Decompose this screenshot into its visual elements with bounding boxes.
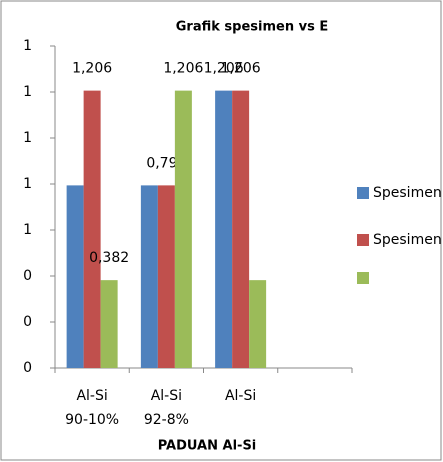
bar [232,90,250,369]
data-label: 0,382 [89,250,129,266]
bar [140,185,158,368]
y-tick-label: 1 [23,222,32,238]
y-tick-label: 1 [23,38,32,54]
legend-swatch [357,187,369,199]
legend-swatch [357,272,369,284]
data-label: 1,206 [72,61,112,77]
bar [174,90,192,369]
bar [157,185,175,368]
y-tick-label: 1 [23,176,32,192]
x-tick-label: Al-Si 92-8% [144,388,189,428]
y-tick-label: 0 [23,360,32,376]
legend-swatch [357,234,369,246]
chart-title: Grafik spesimen vs E [176,20,328,35]
bar [66,185,84,368]
x-tick-label: Al-Si 90-10% [65,388,119,428]
x-axis-title: PADUAN Al-Si [158,439,257,454]
legend-label: Spesimen 2 [373,232,443,248]
y-tick-label: 0 [23,268,32,284]
bar [215,90,233,369]
bar [249,280,267,368]
bar [100,280,118,368]
data-label: 1,206 [204,61,244,77]
data-label: 1,206 [163,61,203,77]
legend-label: Spesimen 1 [373,185,443,201]
data-label: 1,206 [221,61,261,77]
y-tick-label: 1 [23,84,32,100]
y-tick-label: 0 [23,314,32,330]
x-tick-label: Al-Si [225,388,256,404]
bar [83,90,101,369]
y-tick-label: 1 [23,130,32,146]
